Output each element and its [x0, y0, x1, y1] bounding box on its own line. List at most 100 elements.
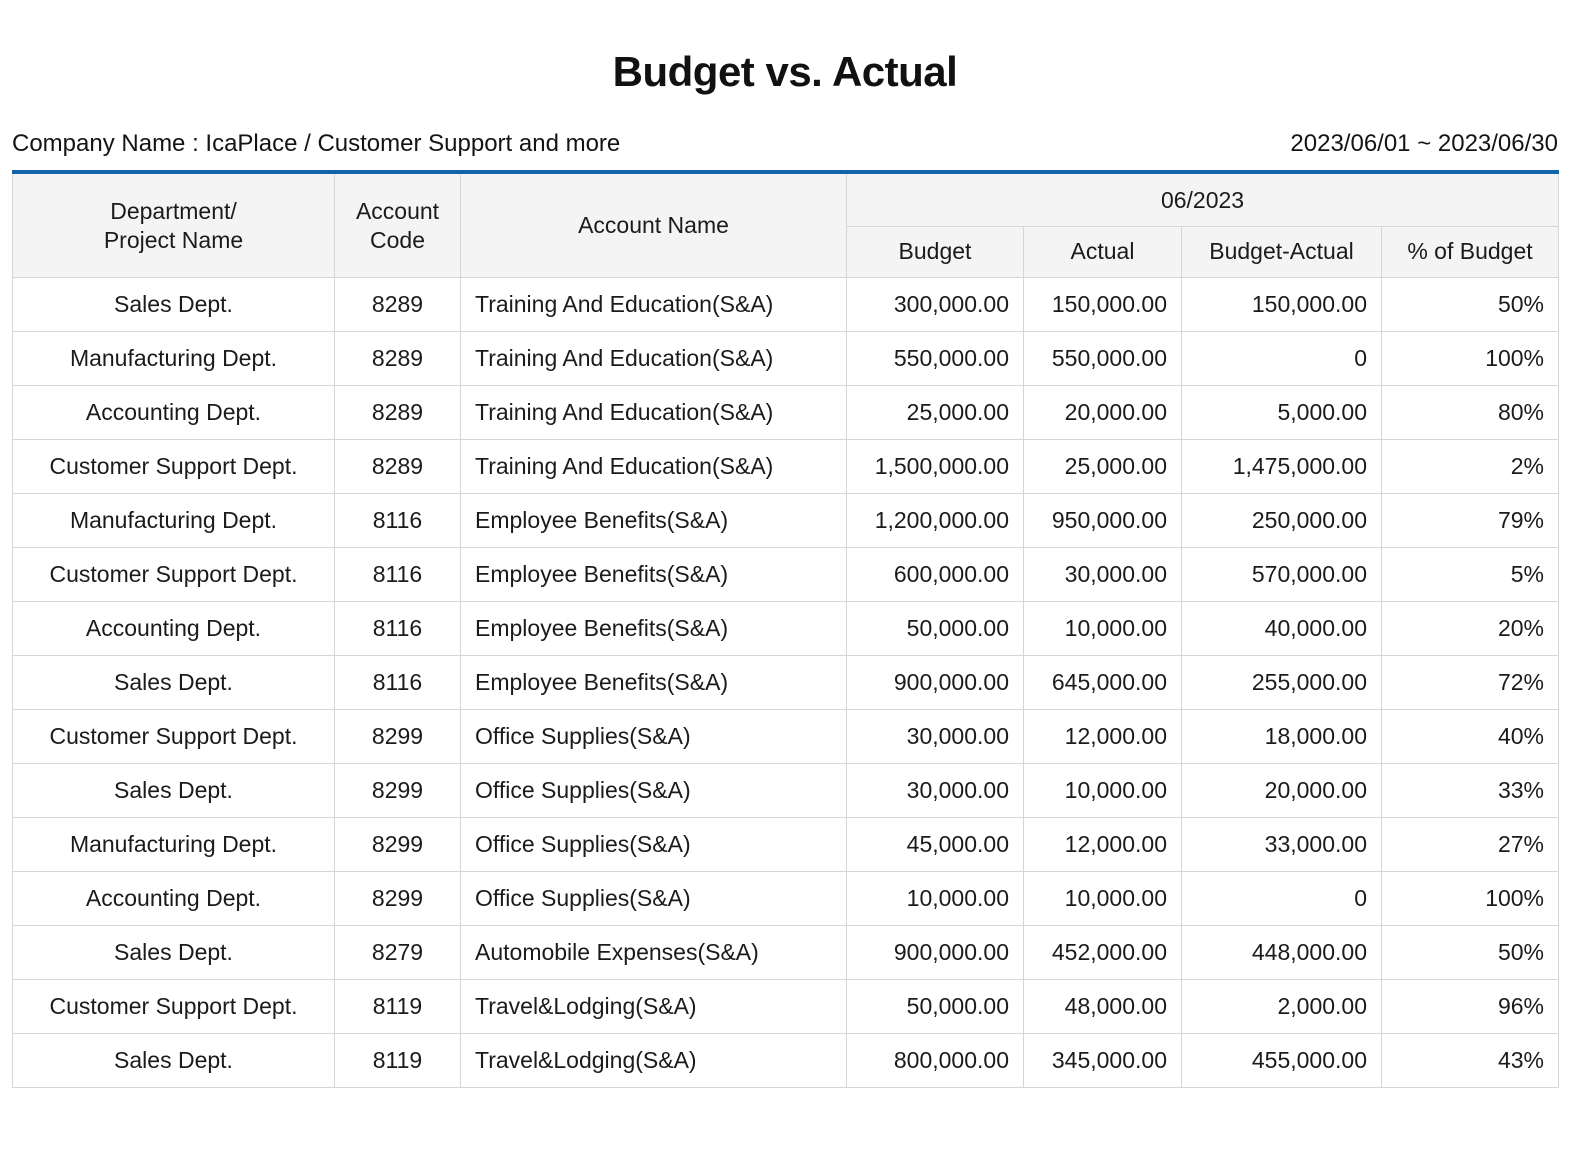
cell-budget-actual: 455,000.00	[1181, 1032, 1382, 1088]
table-row: Sales Dept. 8279 Automobile Expenses(S&A…	[12, 924, 1560, 980]
cell-budget: 50,000.00	[846, 978, 1024, 1034]
cell-account-code: 8279	[334, 924, 461, 980]
cell-actual: 12,000.00	[1023, 816, 1182, 872]
table-row: Sales Dept. 8116 Employee Benefits(S&A) …	[12, 654, 1560, 710]
cell-department: Manufacturing Dept.	[12, 816, 335, 872]
table-row: Customer Support Dept. 8299 Office Suppl…	[12, 708, 1560, 764]
cell-account-name: Travel&Lodging(S&A)	[460, 1032, 847, 1088]
cell-budget-actual: 0	[1181, 870, 1382, 926]
cell-account-code: 8299	[334, 870, 461, 926]
cell-account-name: Automobile Expenses(S&A)	[460, 924, 847, 980]
table-row: Sales Dept. 8119 Travel&Lodging(S&A) 800…	[12, 1032, 1560, 1088]
col-header-department-line1: Department/	[110, 197, 237, 224]
cell-budget-actual: 33,000.00	[1181, 816, 1382, 872]
cell-account-code: 8116	[334, 546, 461, 602]
cell-account-name: Training And Education(S&A)	[460, 384, 847, 440]
cell-department: Manufacturing Dept.	[12, 330, 335, 386]
cell-budget: 300,000.00	[846, 276, 1024, 332]
header-row-groups: Department/ Project Name Account Code Ac…	[12, 171, 1560, 278]
cell-budget-actual: 150,000.00	[1181, 276, 1382, 332]
cell-pct-of-budget: 80%	[1380, 384, 1560, 440]
report-meta: Company Name : IcaPlace / Customer Suppo…	[12, 130, 1558, 158]
cell-actual: 452,000.00	[1023, 924, 1182, 980]
col-header-account-code-line2: Code	[370, 226, 425, 253]
cell-budget-actual: 40,000.00	[1181, 600, 1382, 656]
col-header-actual: Actual	[1023, 225, 1182, 278]
cell-budget-actual: 255,000.00	[1181, 654, 1382, 710]
company-name: Company Name : IcaPlace / Customer Suppo…	[12, 130, 621, 158]
cell-pct-of-budget: 72%	[1380, 654, 1560, 710]
cell-pct-of-budget: 50%	[1380, 276, 1560, 332]
col-header-budget-actual: Budget-Actual	[1181, 225, 1382, 278]
cell-department: Sales Dept.	[12, 654, 335, 710]
cell-department: Sales Dept.	[12, 1032, 335, 1088]
cell-account-name: Training And Education(S&A)	[460, 438, 847, 494]
cell-actual: 10,000.00	[1023, 600, 1182, 656]
cell-account-code: 8299	[334, 762, 461, 818]
report-page: Budget vs. Actual Company Name : IcaPlac…	[0, 48, 1570, 1088]
cell-pct-of-budget: 33%	[1380, 762, 1560, 818]
cell-budget-actual: 570,000.00	[1181, 546, 1382, 602]
cell-account-name: Office Supplies(S&A)	[460, 870, 847, 926]
col-header-account-name: Account Name	[460, 171, 847, 278]
cell-budget-actual: 18,000.00	[1181, 708, 1382, 764]
cell-actual: 645,000.00	[1023, 654, 1182, 710]
cell-actual: 550,000.00	[1023, 330, 1182, 386]
cell-pct-of-budget: 5%	[1380, 546, 1560, 602]
table-row: Manufacturing Dept. 8289 Training And Ed…	[12, 330, 1560, 386]
table-row: Customer Support Dept. 8289 Training And…	[12, 438, 1560, 494]
cell-budget-actual: 250,000.00	[1181, 492, 1382, 548]
col-header-pct-of-budget: % of Budget	[1380, 225, 1560, 278]
cell-budget: 30,000.00	[846, 762, 1024, 818]
cell-actual: 48,000.00	[1023, 978, 1182, 1034]
cell-actual: 10,000.00	[1023, 762, 1182, 818]
cell-pct-of-budget: 50%	[1380, 924, 1560, 980]
cell-account-name: Office Supplies(S&A)	[460, 816, 847, 872]
cell-department: Accounting Dept.	[12, 600, 335, 656]
cell-actual: 345,000.00	[1023, 1032, 1182, 1088]
cell-account-name: Office Supplies(S&A)	[460, 762, 847, 818]
cell-account-code: 8299	[334, 708, 461, 764]
table-row: Sales Dept. 8289 Training And Education(…	[12, 276, 1560, 332]
cell-actual: 950,000.00	[1023, 492, 1182, 548]
cell-pct-of-budget: 40%	[1380, 708, 1560, 764]
header-row-measures: Budget Actual Budget-Actual % of Budget	[13, 225, 1560, 278]
cell-account-name: Travel&Lodging(S&A)	[460, 978, 847, 1034]
cell-account-name: Employee Benefits(S&A)	[460, 600, 847, 656]
col-header-period: 06/2023	[845, 171, 1560, 227]
cell-account-code: 8116	[334, 600, 461, 656]
cell-account-code: 8119	[334, 978, 461, 1034]
cell-budget: 900,000.00	[846, 654, 1024, 710]
cell-budget-actual: 5,000.00	[1181, 384, 1382, 440]
page-title: Budget vs. Actual	[612, 48, 958, 95]
table-row: Manufacturing Dept. 8299 Office Supplies…	[12, 816, 1560, 872]
cell-account-name: Office Supplies(S&A)	[460, 708, 847, 764]
cell-account-code: 8119	[334, 1032, 461, 1088]
cell-actual: 20,000.00	[1023, 384, 1182, 440]
cell-pct-of-budget: 100%	[1380, 330, 1560, 386]
cell-budget: 800,000.00	[846, 1032, 1024, 1088]
cell-account-name: Employee Benefits(S&A)	[460, 492, 847, 548]
cell-pct-of-budget: 43%	[1380, 1032, 1560, 1088]
cell-account-code: 8289	[334, 438, 461, 494]
cell-pct-of-budget: 20%	[1380, 600, 1560, 656]
cell-budget: 50,000.00	[846, 600, 1024, 656]
table-row: Accounting Dept. 8116 Employee Benefits(…	[12, 600, 1560, 656]
cell-account-name: Training And Education(S&A)	[460, 330, 847, 386]
cell-actual: 10,000.00	[1023, 870, 1182, 926]
col-header-account-code: Account Code	[334, 171, 461, 278]
cell-department: Customer Support Dept.	[12, 546, 335, 602]
table-row: Accounting Dept. 8299 Office Supplies(S&…	[12, 870, 1560, 926]
cell-department: Accounting Dept.	[12, 384, 335, 440]
col-header-department: Department/ Project Name	[12, 171, 335, 278]
cell-pct-of-budget: 100%	[1380, 870, 1560, 926]
cell-account-name: Employee Benefits(S&A)	[460, 654, 847, 710]
cell-pct-of-budget: 96%	[1380, 978, 1560, 1034]
cell-budget: 1,200,000.00	[846, 492, 1024, 548]
cell-budget-actual: 2,000.00	[1181, 978, 1382, 1034]
cell-budget-actual: 448,000.00	[1181, 924, 1382, 980]
col-header-budget: Budget	[846, 225, 1024, 278]
cell-budget-actual: 20,000.00	[1181, 762, 1382, 818]
date-range: 2023/06/01 ~ 2023/06/30	[1290, 130, 1558, 158]
cell-account-code: 8116	[334, 492, 461, 548]
